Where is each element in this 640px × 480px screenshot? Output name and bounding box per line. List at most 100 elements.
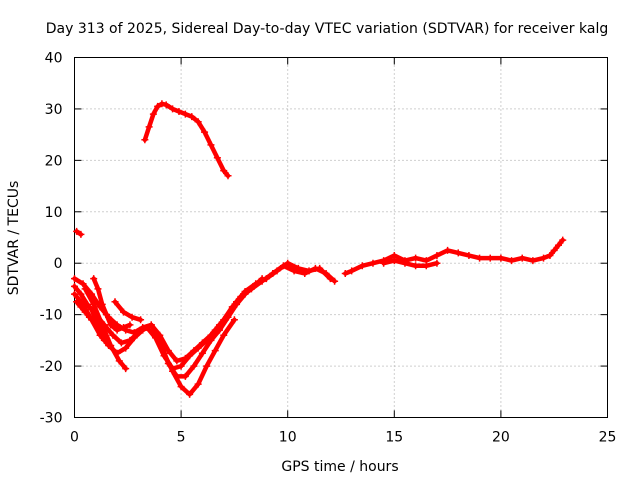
series-track-g xyxy=(152,316,238,398)
data-point xyxy=(162,101,170,109)
data-point xyxy=(358,262,366,270)
data-point xyxy=(220,167,228,175)
data-point xyxy=(88,306,96,313)
data-point xyxy=(128,313,136,321)
y-tick-label: 10 xyxy=(45,205,63,221)
data-point xyxy=(147,321,155,329)
data-point xyxy=(213,154,221,162)
data-point xyxy=(207,336,215,344)
data-point xyxy=(331,277,339,285)
data-point xyxy=(169,367,177,375)
grid-lines xyxy=(74,57,608,418)
data-point xyxy=(529,257,537,265)
data-point xyxy=(369,259,377,267)
data-point xyxy=(160,349,168,357)
data-point xyxy=(186,352,194,360)
data-point xyxy=(175,108,183,115)
series-line xyxy=(112,299,143,323)
data-point xyxy=(149,110,157,118)
data-point xyxy=(173,357,181,365)
data-point xyxy=(154,102,162,110)
data-point xyxy=(139,326,147,334)
data-point xyxy=(311,264,319,272)
data-point xyxy=(412,262,420,270)
data-point xyxy=(465,252,473,259)
data-point xyxy=(230,316,238,324)
data-point xyxy=(546,252,554,259)
data-point xyxy=(181,110,189,118)
data-point xyxy=(73,227,81,235)
data-point xyxy=(181,372,189,380)
data-point xyxy=(94,285,102,293)
axis-ticks: -30 -20 -10 0 10 20 30 40 0 5 10 15 20 25 xyxy=(40,51,617,446)
data-point xyxy=(241,290,249,298)
plot-frame xyxy=(74,57,608,418)
x-tick-label: 10 xyxy=(279,430,297,446)
data-point xyxy=(85,313,93,321)
data-point xyxy=(188,113,196,121)
series-track-i xyxy=(88,306,108,344)
data-point xyxy=(158,100,166,108)
data-point xyxy=(164,347,172,355)
data-point xyxy=(201,128,209,136)
data-point xyxy=(550,246,558,254)
series-track-afternoon xyxy=(341,236,567,277)
data-point xyxy=(113,326,121,334)
data-point xyxy=(190,362,198,370)
x-tick-label: 5 xyxy=(177,430,186,446)
data-point xyxy=(122,344,130,352)
data-point xyxy=(120,308,128,316)
data-point xyxy=(401,259,409,267)
series-track-f xyxy=(111,298,145,324)
data-point xyxy=(322,270,330,277)
data-point xyxy=(98,300,106,308)
data-point xyxy=(102,311,110,319)
data-point xyxy=(145,123,153,131)
series-track-h xyxy=(73,298,93,321)
data-point xyxy=(107,321,115,329)
data-point xyxy=(186,390,194,398)
data-point xyxy=(540,254,548,262)
data-point xyxy=(198,349,206,357)
data-point xyxy=(115,357,123,365)
data-point xyxy=(486,254,494,262)
data-point xyxy=(380,259,388,267)
data-point xyxy=(71,275,78,283)
data-point xyxy=(258,275,266,283)
x-tick-label: 25 xyxy=(599,430,617,446)
data-point xyxy=(518,254,526,262)
data-point xyxy=(152,331,160,339)
x-tick-label: 0 xyxy=(70,430,79,446)
series-line xyxy=(89,307,107,343)
data-point xyxy=(224,172,232,180)
data-point xyxy=(233,300,241,308)
data-point xyxy=(81,285,89,293)
data-point xyxy=(269,270,277,277)
data-point xyxy=(120,324,128,331)
y-tick-label: -10 xyxy=(40,308,63,324)
series-track-d xyxy=(81,285,130,373)
x-axis-label: GPS time / hours xyxy=(281,459,398,475)
data-traces xyxy=(71,100,567,398)
data-point xyxy=(126,321,134,329)
data-point xyxy=(71,282,78,290)
data-point xyxy=(141,136,149,144)
series-line xyxy=(153,317,237,397)
data-point xyxy=(111,298,119,306)
data-point xyxy=(476,254,484,262)
data-point xyxy=(77,303,85,311)
data-point xyxy=(390,257,398,265)
data-point xyxy=(137,316,145,324)
data-point xyxy=(194,118,202,126)
data-point xyxy=(79,280,87,288)
series-line xyxy=(72,263,337,371)
data-point xyxy=(77,230,85,238)
data-point xyxy=(130,334,138,342)
data-point xyxy=(100,336,108,344)
series-track-e xyxy=(90,275,134,334)
data-point xyxy=(412,254,420,262)
series-line xyxy=(142,101,231,179)
data-point xyxy=(508,257,516,265)
data-point xyxy=(554,241,562,249)
